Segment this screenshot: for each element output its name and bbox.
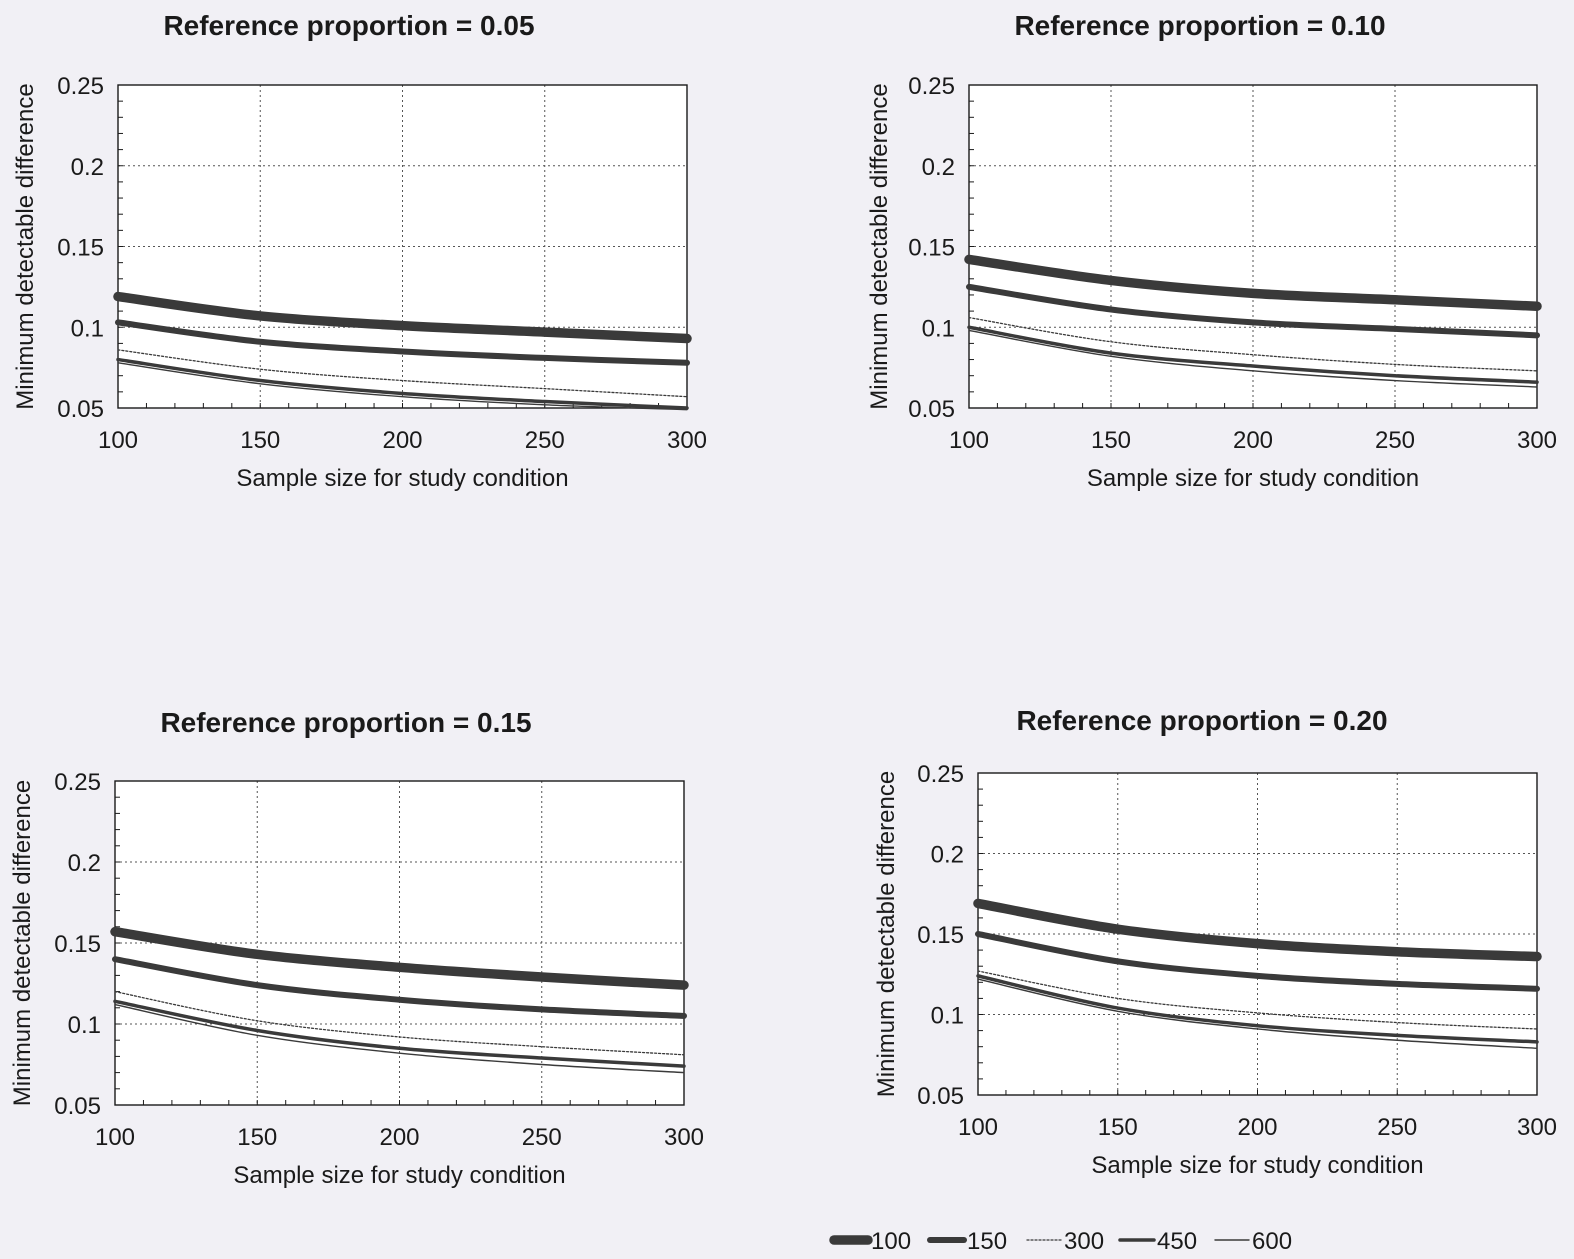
- series-line-100: [973, 898, 1542, 962]
- x-tick-label: 100: [95, 1124, 135, 1151]
- y-tick-label: 0.15: [54, 931, 101, 958]
- y-tick-label: 0.05: [54, 1093, 101, 1120]
- y-tick-label: 0.2: [922, 154, 955, 181]
- legend: 100 150 300 450 600: [829, 1228, 1292, 1255]
- x-tick-label: 250: [525, 427, 565, 454]
- y-tick-label: 0.05: [57, 396, 104, 423]
- series-line-600: [968, 329, 1538, 388]
- x-tick-label: 150: [1098, 1114, 1138, 1141]
- y-tick-label: 0.1: [922, 315, 955, 342]
- y-tick-label: 0.25: [908, 73, 955, 100]
- y-axis-label: Minimum detectable difference: [9, 780, 36, 1106]
- y-tick-label: 0.1: [68, 1012, 101, 1039]
- x-tick-label: 200: [382, 427, 422, 454]
- x-tick-label: 200: [1233, 427, 1273, 454]
- y-axis-label: Minimum detectable difference: [12, 83, 39, 409]
- series-line-450: [116, 357, 689, 410]
- chart-title: Reference proportion = 0.20: [1016, 705, 1387, 736]
- x-tick-label: 300: [1517, 427, 1557, 454]
- y-tick-label: 0.2: [71, 154, 104, 181]
- y-tick-label: 0.1: [71, 315, 104, 342]
- y-tick-label: 0.05: [908, 396, 955, 423]
- series-line-100: [964, 254, 1542, 312]
- series-line-600: [117, 362, 688, 411]
- x-tick-label: 300: [667, 427, 707, 454]
- legend-label-300: 300: [1064, 1228, 1104, 1255]
- series-line-300: [968, 316, 1538, 372]
- series-line-300: [114, 990, 685, 1056]
- legend-label-100: 100: [871, 1228, 911, 1255]
- y-tick-label: 0.15: [57, 235, 104, 262]
- y-tick-label: 0.05: [917, 1083, 964, 1110]
- x-axis-label: Sample size for study condition: [1087, 465, 1419, 492]
- legend-label-150: 150: [967, 1228, 1007, 1255]
- series-line-300: [977, 970, 1538, 1030]
- series-line-100: [113, 291, 692, 344]
- series-line-600: [977, 978, 1538, 1050]
- chart-panel-3: 0.05 0.1 0.15 0.2 0.25 100 150 200 250 300 Sample …: [9, 707, 704, 1189]
- y-tick-label: 0.25: [54, 769, 101, 796]
- series-line-150: [115, 319, 690, 366]
- chart-panel-1: 0.05 0.1 0.15 0.2 0.25 100 150 200 250 300 Sample …: [12, 10, 707, 492]
- chart-title: Reference proportion = 0.05: [163, 10, 534, 41]
- series-line-450: [967, 325, 1539, 384]
- series-line-300: [117, 349, 688, 398]
- x-tick-label: 200: [379, 1124, 419, 1151]
- y-tick-label: 0.2: [931, 842, 964, 869]
- legend-label-600: 600: [1252, 1228, 1292, 1255]
- chart-title: Reference proportion = 0.15: [160, 707, 531, 738]
- series-line-100: [110, 926, 689, 990]
- y-tick-label: 0.1: [931, 1003, 964, 1030]
- y-tick-label: 0.15: [917, 922, 964, 949]
- x-axis-label: Sample size for study condition: [1091, 1152, 1423, 1179]
- legend-label-450: 450: [1157, 1228, 1197, 1255]
- chart-panel-2: 0.05 0.1 0.15 0.2 0.25 100 150 200 250 300 Sample …: [866, 10, 1557, 492]
- y-tick-label: 0.2: [68, 850, 101, 877]
- y-tick-label: 0.25: [57, 73, 104, 100]
- chart-title: Reference proportion = 0.10: [1014, 10, 1385, 41]
- x-tick-label: 250: [1375, 427, 1415, 454]
- series-line-450: [113, 999, 686, 1068]
- y-tick-label: 0.15: [908, 235, 955, 262]
- y-axis-label: Minimum detectable difference: [866, 83, 893, 409]
- x-axis-label: Sample size for study condition: [236, 465, 568, 492]
- x-tick-label: 150: [237, 1124, 277, 1151]
- series-line-600: [114, 1003, 685, 1074]
- x-tick-label: 200: [1237, 1114, 1277, 1141]
- x-tick-label: 300: [664, 1124, 704, 1151]
- series-line-150: [112, 956, 687, 1019]
- series-line-450: [976, 974, 1539, 1044]
- x-axis-label: Sample size for study condition: [233, 1162, 565, 1189]
- x-tick-label: 150: [1091, 427, 1131, 454]
- x-tick-label: 100: [949, 427, 989, 454]
- x-tick-label: 100: [98, 427, 138, 454]
- series-line-150: [966, 283, 1540, 339]
- x-tick-label: 150: [240, 427, 280, 454]
- x-tick-label: 100: [958, 1114, 998, 1141]
- x-tick-label: 300: [1517, 1114, 1557, 1141]
- y-axis-label: Minimum detectable difference: [873, 771, 900, 1097]
- series-line-150: [975, 931, 1540, 992]
- y-tick-label: 0.25: [917, 761, 964, 788]
- x-tick-label: 250: [1377, 1114, 1417, 1141]
- chart-panel-4: 0.05 0.1 0.15 0.2 0.25 100 150 200 250 300 Sample …: [873, 705, 1557, 1179]
- x-tick-label: 250: [522, 1124, 562, 1151]
